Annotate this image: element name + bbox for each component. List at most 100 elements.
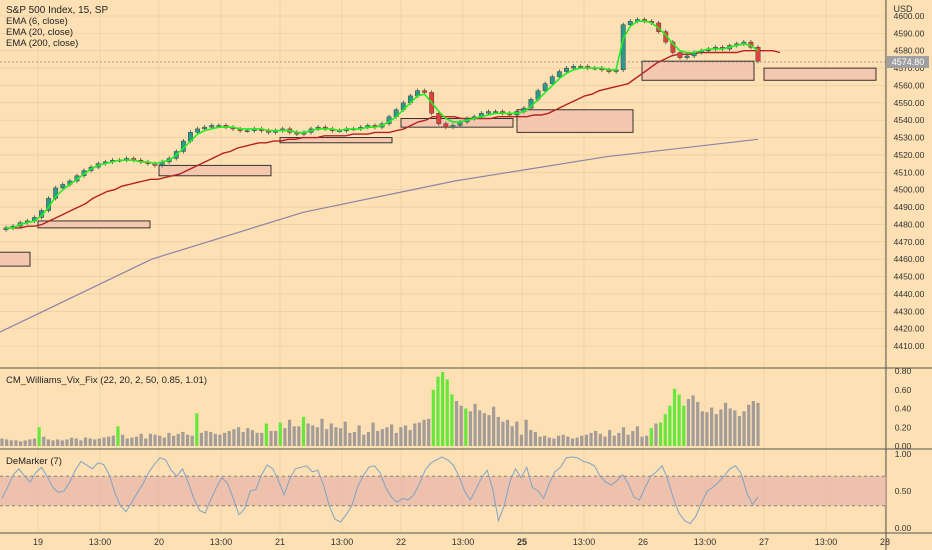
- vix-bar: [570, 438, 575, 446]
- vix-bar: [677, 394, 681, 446]
- vix-bar: [176, 433, 180, 446]
- time-tick-label: 22: [396, 537, 406, 547]
- zone-box: [158, 164, 272, 177]
- vix-bar: [111, 435, 115, 446]
- vix-bar: [287, 419, 292, 446]
- vix-axis: 0.80 0.60 0.40 0.20 0.00: [895, 366, 912, 451]
- vix-tick-label: 0.40: [895, 404, 912, 414]
- vix-bar: [167, 432, 171, 446]
- vix-bar: [654, 423, 658, 446]
- vix-bar: [399, 427, 403, 446]
- price-tick-label: 4420.00: [894, 324, 925, 334]
- vix-bar: [5, 439, 9, 446]
- demarker-tick-label: 1.00: [895, 449, 912, 459]
- vix-bar: [218, 434, 222, 446]
- vix-bar: [459, 405, 463, 446]
- vix-bar: [371, 422, 375, 446]
- vix-bar: [362, 434, 366, 446]
- vix-bar: [728, 408, 732, 446]
- price-tick-label: 4470.00: [894, 237, 925, 247]
- vix-bar: [352, 431, 357, 446]
- price-tick-label: 4510.00: [894, 167, 925, 177]
- vix-bar: [756, 402, 760, 446]
- vix-bar: [297, 426, 301, 446]
- vix-bar: [139, 433, 143, 446]
- vix-bar: [236, 427, 241, 446]
- vix-bar: [649, 428, 653, 446]
- vix-bar: [580, 435, 584, 446]
- vix-bar: [209, 431, 213, 446]
- vix-bar: [14, 440, 18, 446]
- vix-bar: [723, 402, 728, 446]
- vix-bar: [32, 438, 37, 446]
- vix-bar: [473, 403, 477, 446]
- ema-200-line: [0, 138, 759, 333]
- vix-bar: [102, 437, 106, 446]
- vix-bar: [427, 418, 431, 446]
- vix-bar: [668, 405, 672, 446]
- price-tick-label: 4520.00: [894, 150, 925, 160]
- candle-body: [549, 76, 555, 84]
- zone-box: [400, 118, 514, 128]
- candle-body: [53, 187, 59, 199]
- candle-body: [578, 66, 584, 68]
- vix-tick-label: 0.60: [895, 385, 912, 395]
- vix-bar: [436, 376, 440, 446]
- vix-bar: [482, 413, 486, 446]
- candle-body: [443, 123, 449, 128]
- time-tick-label: 13:00: [573, 537, 596, 547]
- ema-6-line: [6, 20, 759, 229]
- vix-bar: [533, 431, 537, 446]
- vix-bar: [492, 406, 496, 446]
- price-tick-label: 4580.00: [894, 46, 925, 56]
- vix-bar: [283, 428, 287, 446]
- vix-bar: [566, 436, 570, 446]
- vix-bar: [519, 434, 524, 446]
- vix-bar: [556, 435, 561, 446]
- vix-bar: [232, 429, 236, 446]
- vix-bar: [28, 439, 32, 446]
- candle-body: [564, 67, 569, 72]
- vix-bar: [125, 438, 129, 446]
- ema-20-line: [6, 50, 781, 229]
- vix-bar: [575, 437, 579, 446]
- vix-bar: [686, 399, 691, 446]
- candle-body: [450, 125, 456, 128]
- vix-bar: [478, 410, 482, 446]
- zone-box: [37, 220, 151, 229]
- vix-bar: [79, 440, 83, 446]
- demarker-tick-label: 0.50: [895, 486, 912, 496]
- supply-demand-zones: [0, 60, 877, 267]
- vix-bar: [223, 432, 227, 446]
- zone-box: [516, 109, 634, 133]
- vix-bar: [742, 411, 746, 446]
- time-tick-label: 26: [638, 537, 648, 547]
- price-tick-label: 4500.00: [894, 185, 925, 195]
- time-tick-label: 13:00: [815, 537, 838, 547]
- price-tick-label: 4560.00: [894, 80, 925, 90]
- vix-bar: [376, 431, 380, 446]
- vix-bar: [422, 419, 426, 446]
- vix-bar: [626, 434, 630, 446]
- vix-bar: [315, 427, 319, 446]
- vix-fix-title: CM_Williams_Vix_Fix (22, 20, 2, 50, 0.85…: [6, 375, 207, 386]
- vix-bar: [454, 401, 459, 446]
- candle-body: [556, 71, 562, 77]
- price-axis: 4410.00 4420.00 4430.00 4440.00 4450.00 4460.…: [894, 11, 925, 351]
- vix-bar: [199, 432, 204, 446]
- vix-bar: [162, 437, 166, 446]
- vix-bar: [37, 427, 41, 446]
- price-tick-label: 4460.00: [894, 254, 925, 264]
- vix-bar: [172, 435, 176, 446]
- vix-bar: [385, 427, 389, 446]
- currency-label: USD: [893, 4, 913, 14]
- demarker-tick-label: 0.00: [895, 523, 912, 533]
- vix-bar: [213, 433, 217, 446]
- zone-box: [641, 60, 755, 81]
- vix-bar: [46, 439, 50, 446]
- vix-bar: [389, 424, 394, 446]
- vix-bar: [710, 407, 714, 446]
- vix-bar: [120, 434, 125, 446]
- vix-bar: [18, 441, 23, 446]
